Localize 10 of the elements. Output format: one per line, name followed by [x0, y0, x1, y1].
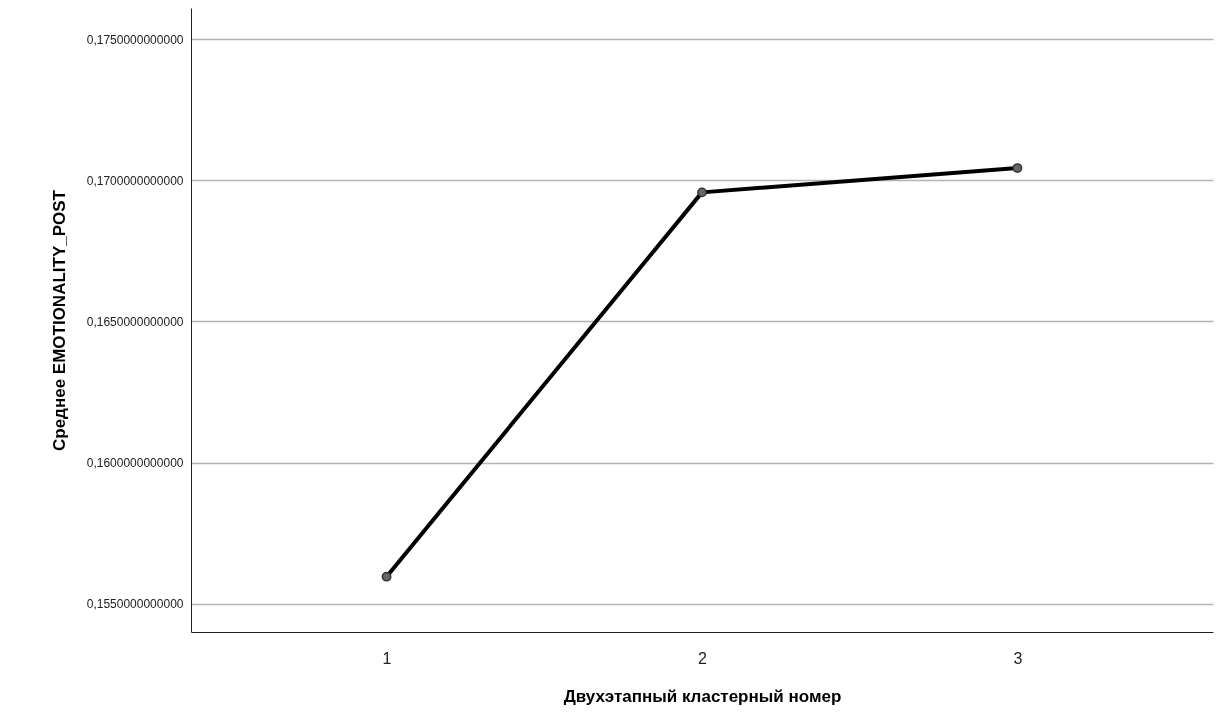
y-tick-label: 0,1700000000000 [86, 173, 184, 188]
x-tick-label: 1 [382, 649, 392, 667]
x-tick-label: 2 [698, 649, 708, 667]
x-axis-title: Двухэтапный кластерный номер [563, 686, 842, 706]
x-tick-label: 3 [1013, 649, 1023, 667]
y-tick-label: 0,1650000000000 [86, 314, 184, 329]
y-tick-label: 0,1550000000000 [86, 597, 184, 612]
y-axis-title: Среднее EMOTIONALITY_POST [49, 189, 69, 451]
y-tick-label: 0,1600000000000 [86, 456, 184, 471]
y-tick-label: 0,1750000000000 [86, 32, 184, 47]
